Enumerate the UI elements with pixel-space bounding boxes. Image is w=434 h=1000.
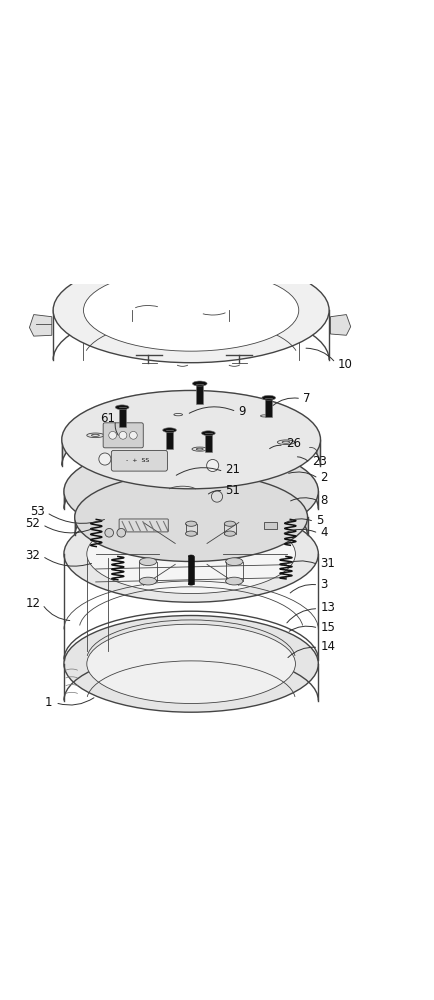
Text: 4: 4 <box>320 526 328 539</box>
Ellipse shape <box>64 506 318 602</box>
Circle shape <box>109 431 116 439</box>
Ellipse shape <box>192 381 207 386</box>
Text: 15: 15 <box>320 621 335 634</box>
Bar <box>188 556 194 584</box>
Text: 5: 5 <box>316 514 324 527</box>
Ellipse shape <box>277 440 295 445</box>
Ellipse shape <box>224 531 236 536</box>
Ellipse shape <box>226 577 243 585</box>
Text: 32: 32 <box>25 549 40 562</box>
Ellipse shape <box>185 521 197 526</box>
Text: 52: 52 <box>25 517 40 530</box>
Circle shape <box>129 431 137 439</box>
Text: 12: 12 <box>25 597 40 610</box>
Polygon shape <box>30 315 52 336</box>
Text: 10: 10 <box>338 358 352 371</box>
FancyBboxPatch shape <box>118 407 125 427</box>
Polygon shape <box>64 443 318 509</box>
Ellipse shape <box>174 413 183 416</box>
Ellipse shape <box>87 433 104 438</box>
Polygon shape <box>75 473 308 535</box>
Ellipse shape <box>224 521 236 526</box>
Text: 51: 51 <box>226 484 240 497</box>
Ellipse shape <box>87 624 296 704</box>
Ellipse shape <box>115 405 129 410</box>
FancyBboxPatch shape <box>205 433 212 452</box>
Text: 2: 2 <box>320 471 328 484</box>
Ellipse shape <box>188 583 194 585</box>
Text: 9: 9 <box>239 405 246 418</box>
Ellipse shape <box>92 434 99 436</box>
FancyBboxPatch shape <box>265 398 272 417</box>
Text: -  +  SS: - + SS <box>125 458 149 463</box>
Text: 26: 26 <box>286 437 301 450</box>
Ellipse shape <box>262 395 276 400</box>
Ellipse shape <box>163 428 177 433</box>
FancyBboxPatch shape <box>103 423 143 448</box>
Ellipse shape <box>64 443 318 540</box>
Circle shape <box>99 453 111 465</box>
Text: 7: 7 <box>303 392 311 405</box>
Bar <box>264 522 277 529</box>
Ellipse shape <box>64 616 318 712</box>
Ellipse shape <box>53 258 329 363</box>
Ellipse shape <box>185 531 197 536</box>
Ellipse shape <box>282 441 290 443</box>
Circle shape <box>105 528 114 537</box>
Text: 23: 23 <box>312 455 327 468</box>
Ellipse shape <box>83 269 299 351</box>
Text: 8: 8 <box>320 493 328 506</box>
Text: 13: 13 <box>320 601 335 614</box>
Ellipse shape <box>226 558 243 566</box>
Ellipse shape <box>169 412 187 417</box>
FancyBboxPatch shape <box>112 450 168 471</box>
Ellipse shape <box>75 473 308 561</box>
FancyBboxPatch shape <box>166 430 173 449</box>
Circle shape <box>119 431 127 439</box>
Ellipse shape <box>87 514 296 594</box>
Text: 3: 3 <box>320 578 328 591</box>
Ellipse shape <box>192 447 207 451</box>
Text: 53: 53 <box>30 505 45 518</box>
Polygon shape <box>330 315 351 335</box>
Ellipse shape <box>196 448 203 450</box>
Ellipse shape <box>256 414 273 418</box>
Ellipse shape <box>260 415 268 417</box>
Ellipse shape <box>139 558 157 566</box>
Ellipse shape <box>62 390 320 489</box>
Circle shape <box>207 459 219 472</box>
Ellipse shape <box>139 577 157 585</box>
Circle shape <box>117 528 125 537</box>
Text: 14: 14 <box>320 640 335 653</box>
Text: 31: 31 <box>320 557 335 570</box>
Text: 1: 1 <box>45 696 52 709</box>
Ellipse shape <box>201 431 215 436</box>
FancyBboxPatch shape <box>196 384 204 404</box>
Polygon shape <box>62 390 320 466</box>
Text: 61: 61 <box>101 412 115 425</box>
Ellipse shape <box>188 555 194 557</box>
Text: 21: 21 <box>226 463 240 476</box>
